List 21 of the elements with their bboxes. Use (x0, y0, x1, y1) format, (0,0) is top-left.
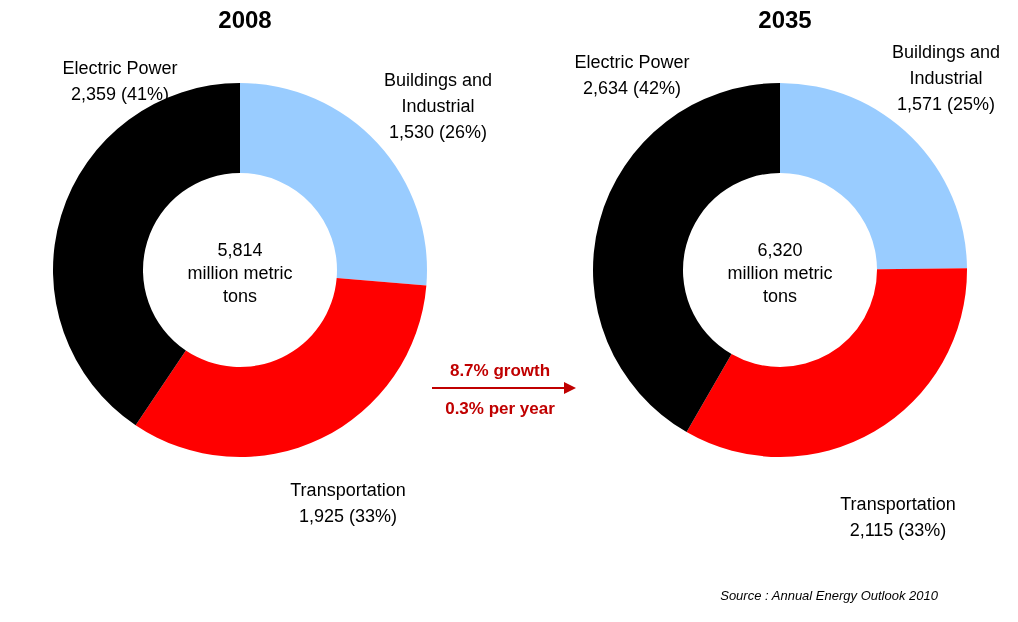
source-note: Source : Annual Energy Outlook 2010 (720, 588, 939, 603)
data-label: 1,571 (25%) (896, 94, 996, 114)
chart-title: 2008 (218, 6, 272, 33)
slice-label: Electric Power (574, 52, 690, 72)
text: 0.3% per year (445, 399, 556, 418)
text: 5,814 million metric tons (187, 240, 293, 306)
text: 6,320 million metric tons (727, 240, 833, 306)
data-label: 2,359 (41%) (70, 84, 170, 104)
slice-label: Transportation (290, 480, 406, 500)
donut-slice (686, 268, 967, 457)
slice-label: Buildings and Industrial (891, 42, 1001, 88)
slice-label: Transportation (840, 494, 956, 514)
chart-title: 2035 (758, 6, 812, 33)
slice-label: Buildings and Industrial (383, 70, 493, 116)
data-label: 1,925 (33%) (298, 506, 398, 526)
data-label: 2,115 (33%) (849, 520, 947, 540)
text: 8.7% growth (449, 361, 551, 380)
slice-label: Electric Power (62, 58, 178, 78)
data-label: 1,530 (26%) (388, 122, 488, 142)
donut-slice (135, 278, 427, 457)
data-label: 2,634 (42%) (582, 78, 682, 98)
